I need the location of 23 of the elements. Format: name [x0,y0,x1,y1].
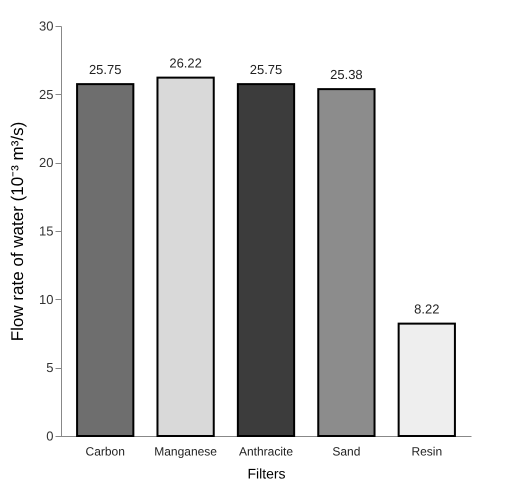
x-tick-label: Resin [411,444,442,458]
data-label: 25.38 [330,67,363,82]
y-tick-label: 15 [39,224,54,238]
bar [156,76,215,437]
x-tick-label: Carbon [86,444,125,458]
bar [76,83,134,437]
y-tick-label: 20 [39,155,54,170]
x-axis-title: Filters [247,466,286,482]
x-tick-label: Manganese [154,444,218,458]
data-label: 25.75 [88,62,122,78]
data-label: 8.22 [414,302,440,317]
bar [398,322,456,437]
y-tick-label: 25 [39,86,54,102]
bar [236,83,296,437]
y-tick-label: 5 [46,360,54,376]
y-axis-title: Flow rate of water (10⁻³ m³/s) [8,122,28,342]
data-label: 26.22 [169,56,202,71]
y-tick-label: 0 [46,428,54,444]
x-tick-label: Sand [332,444,360,458]
data-label: 25.75 [250,62,282,78]
y-tick-label: 30 [39,18,54,34]
x-tick-label: Anthracite [238,444,294,458]
y-tick-label: 10 [39,292,54,307]
